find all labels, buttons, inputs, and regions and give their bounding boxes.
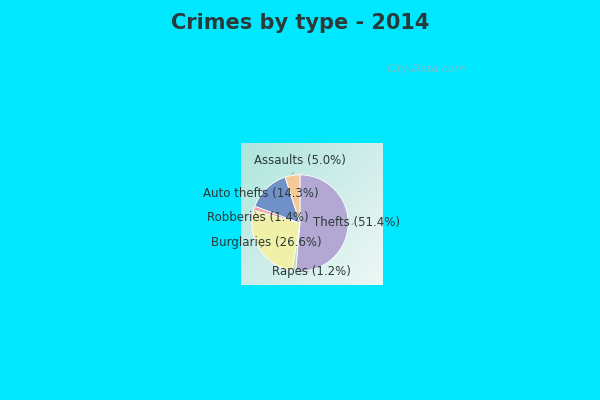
- Text: Robberies (1.4%): Robberies (1.4%): [207, 211, 308, 224]
- Text: Burglaries (26.6%): Burglaries (26.6%): [211, 236, 322, 249]
- Text: Crimes by type - 2014: Crimes by type - 2014: [171, 13, 429, 33]
- Text: Assaults (5.0%): Assaults (5.0%): [254, 154, 346, 174]
- Text: Thefts (51.4%): Thefts (51.4%): [313, 216, 400, 230]
- Text: Rapes (1.2%): Rapes (1.2%): [272, 265, 351, 278]
- Wedge shape: [285, 175, 300, 223]
- Wedge shape: [292, 223, 300, 271]
- Wedge shape: [296, 175, 348, 271]
- Text: Auto thefts (14.3%): Auto thefts (14.3%): [203, 187, 318, 200]
- Text: City-Data.com: City-Data.com: [387, 64, 466, 74]
- Wedge shape: [254, 206, 300, 223]
- Wedge shape: [255, 177, 300, 223]
- Wedge shape: [252, 210, 300, 270]
